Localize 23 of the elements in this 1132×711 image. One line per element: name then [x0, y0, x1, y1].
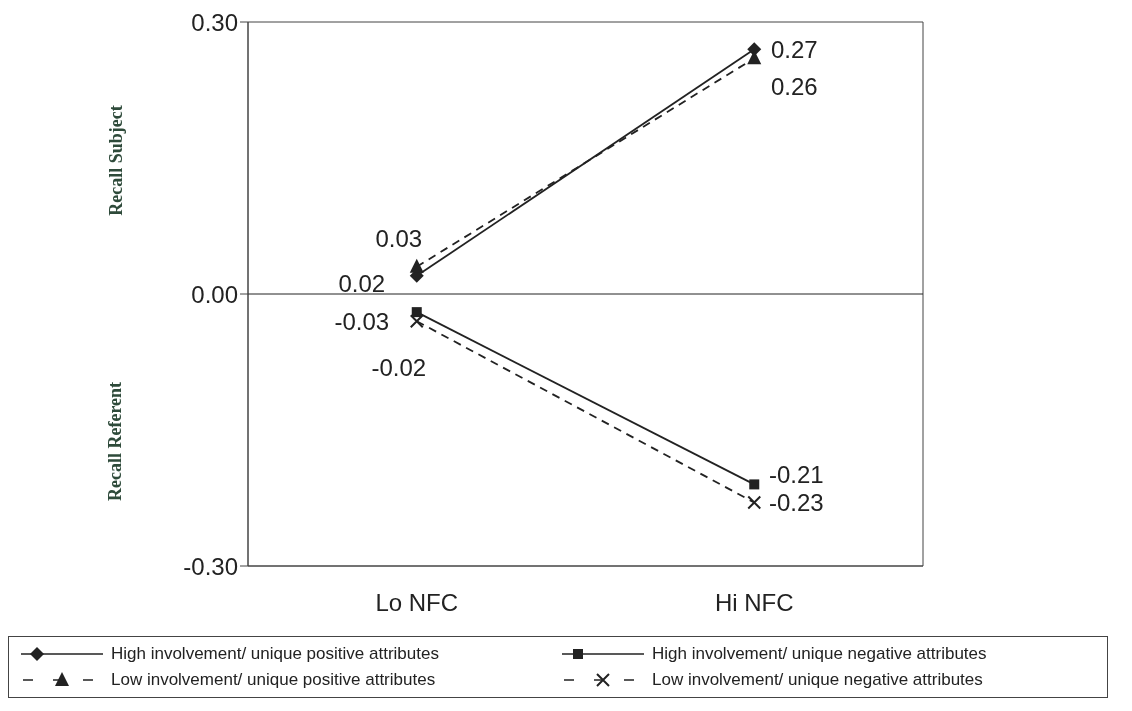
data-label: -0.21: [768, 460, 824, 488]
x-tick-label: Hi NFC: [714, 589, 794, 617]
data-label: 0.03: [375, 225, 423, 253]
data-label: -0.03: [334, 307, 390, 335]
x-tick-label: Lo NFC: [375, 589, 459, 617]
data-label: -0.23: [768, 489, 824, 517]
point: [411, 307, 422, 318]
data-label: 0.26: [770, 72, 818, 100]
legend-label: Low involvement/ unique negative attributes: [652, 670, 983, 690]
point: [409, 314, 424, 329]
text: Recall Referent: [105, 381, 127, 501]
y-tick-label: 0.30: [191, 8, 238, 36]
data-label: 0.27: [770, 35, 818, 63]
point: [747, 495, 762, 510]
legend-label: Low involvement/ unique positive attributes: [111, 670, 436, 690]
legend-label: High involvement/ unique negative attributes: [652, 644, 987, 664]
point: [749, 479, 760, 490]
y-tick-label: 0.00: [191, 280, 238, 308]
data-label: 0.02: [338, 270, 386, 298]
y-tick-label: -0.30: [183, 552, 238, 580]
legend-label: High involvement/ unique positive attributes: [111, 644, 439, 664]
y-axis-title: Recall Subject: [105, 104, 127, 216]
data-label: -0.02: [371, 353, 427, 381]
